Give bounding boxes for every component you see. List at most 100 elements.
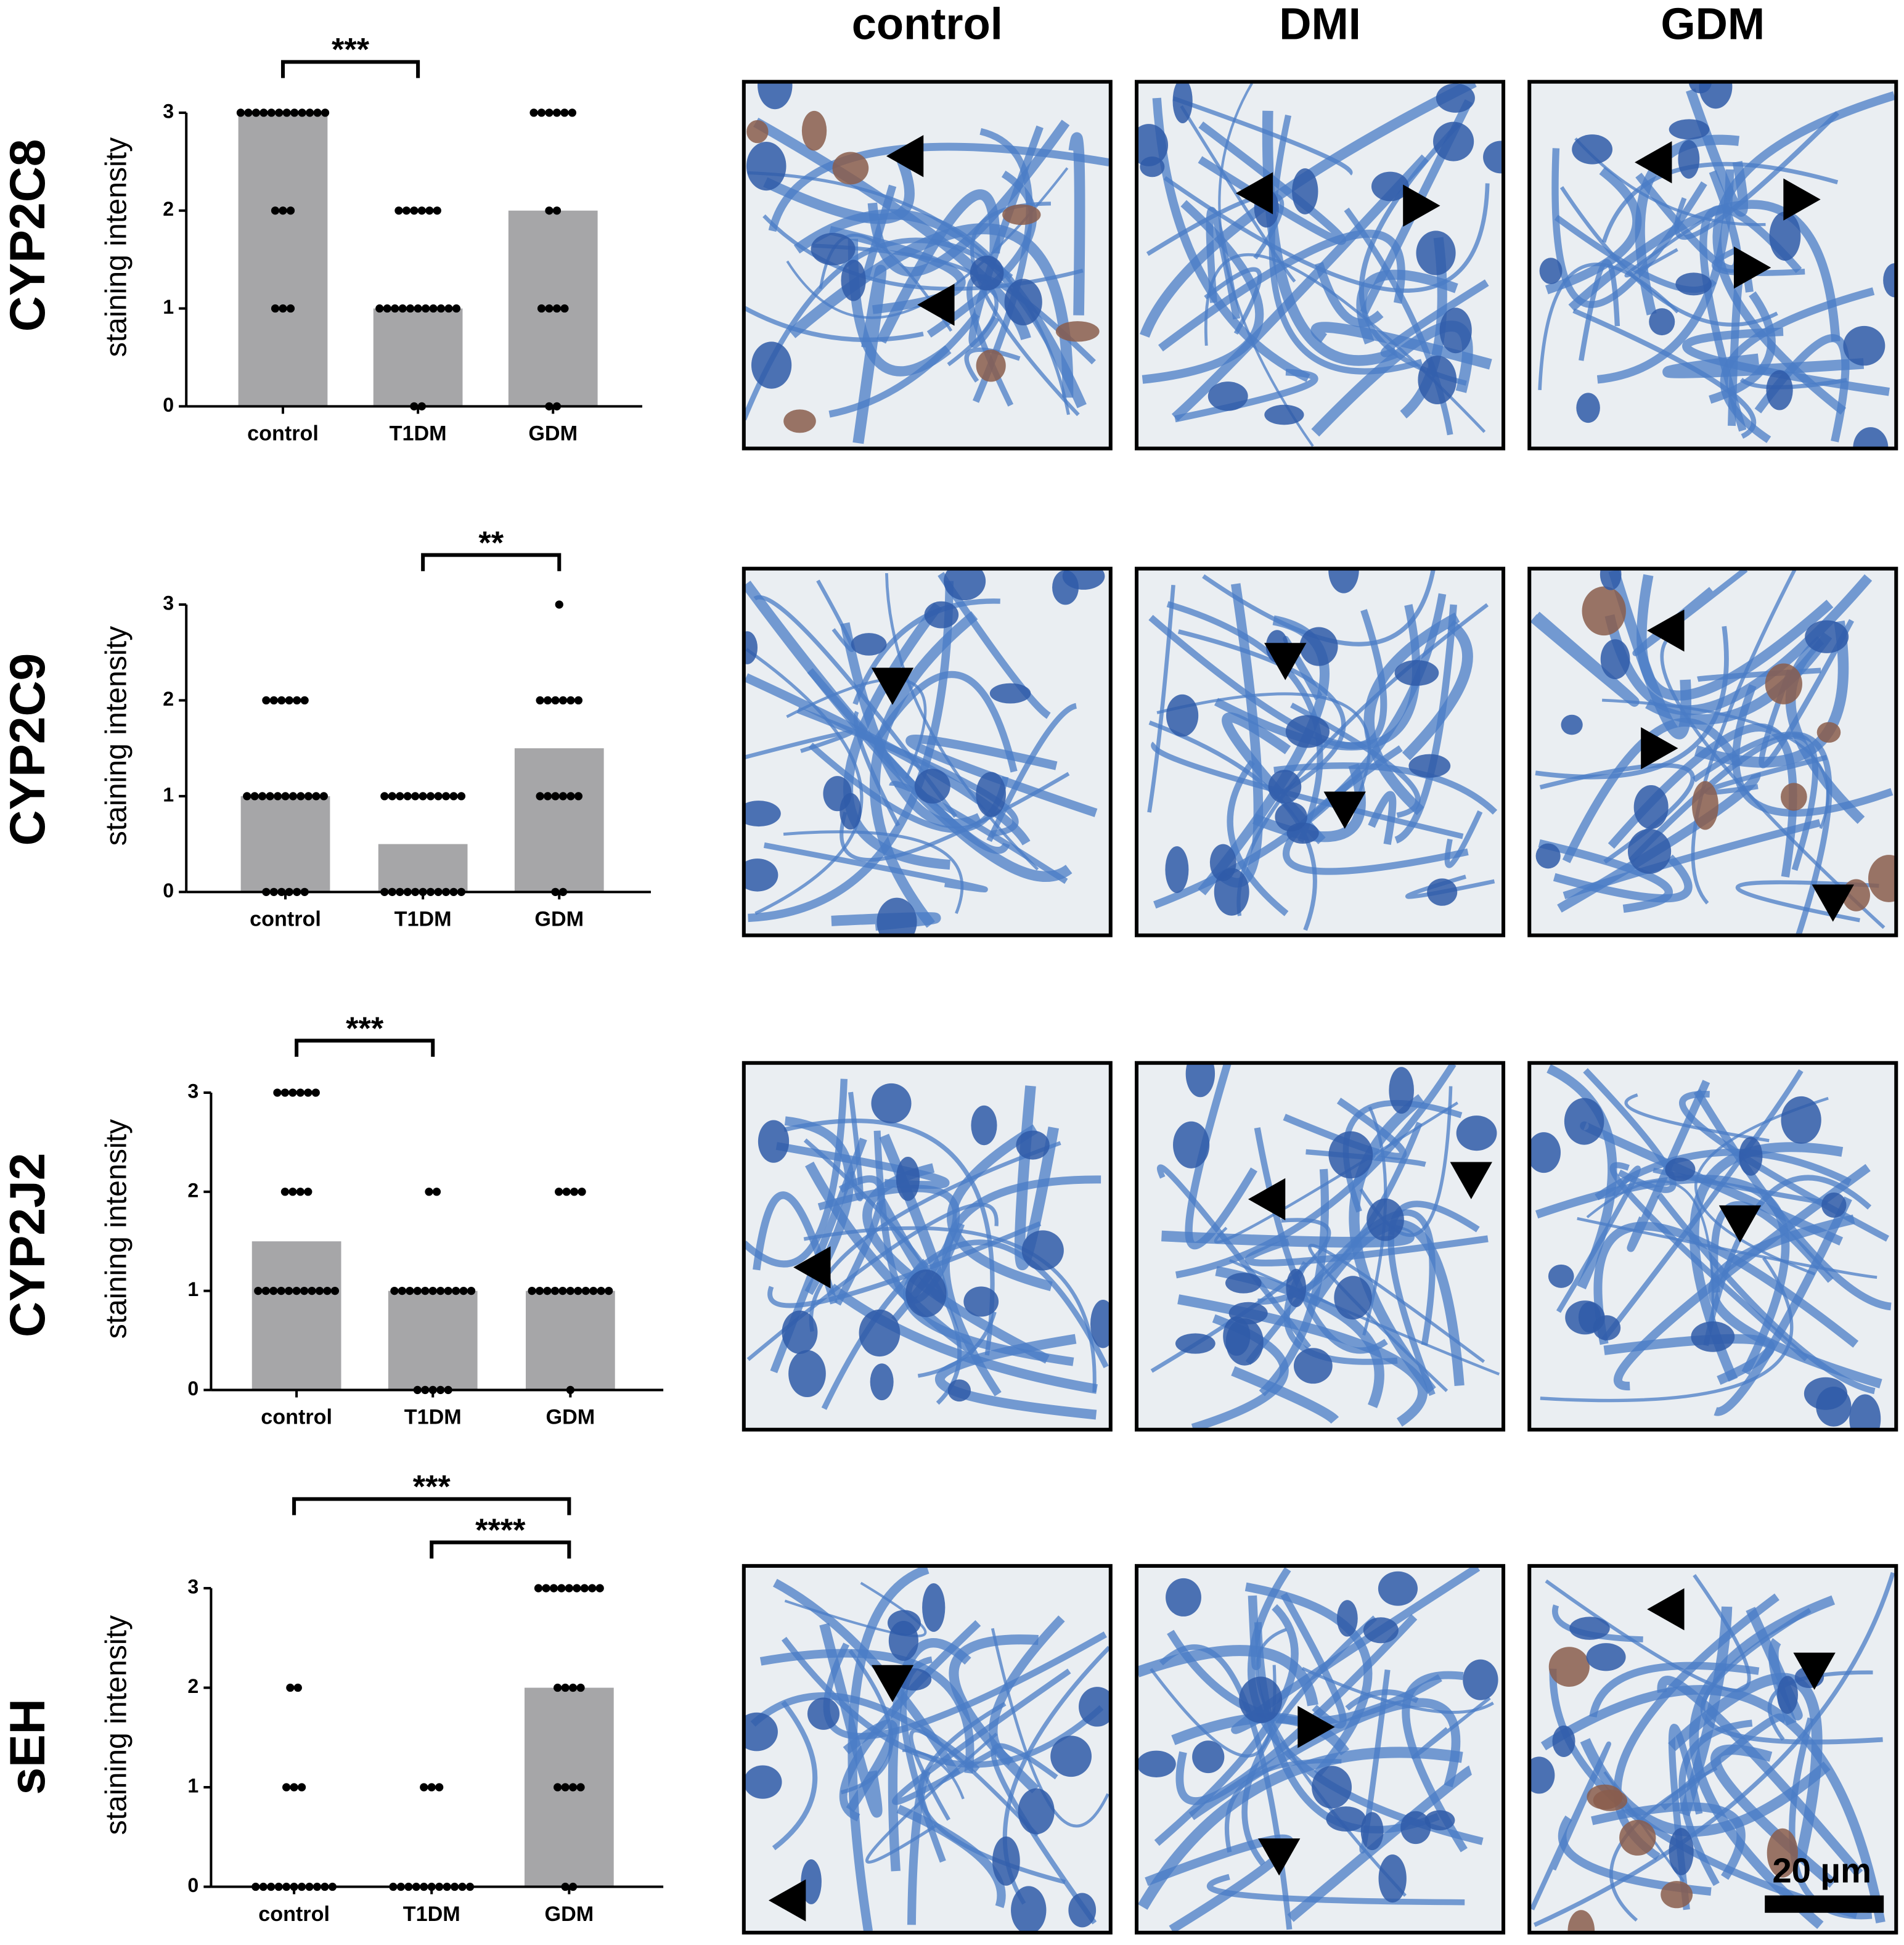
data-point — [391, 304, 399, 313]
nucleus — [1649, 308, 1675, 336]
data-point — [304, 792, 313, 801]
data-point — [568, 1683, 578, 1692]
nucleus — [1293, 1348, 1333, 1384]
strand — [1540, 1257, 1794, 1403]
data-point — [560, 108, 569, 117]
y-tick-label: 0 — [187, 1874, 198, 1896]
nucleus — [1416, 230, 1456, 275]
nucleus — [1068, 1893, 1097, 1928]
tissue — [1137, 568, 1504, 936]
strand — [852, 598, 1000, 706]
strand — [896, 1804, 1006, 1909]
data-point — [537, 108, 546, 117]
data-point — [555, 600, 563, 609]
x-tick-label: T1DM — [394, 908, 452, 931]
nucleus — [1805, 620, 1849, 653]
data-point — [388, 792, 396, 801]
nucleus — [1456, 1115, 1497, 1151]
strand — [1689, 1142, 1844, 1382]
strand — [1360, 99, 1473, 315]
data-point — [388, 887, 396, 896]
nucleus — [1079, 1687, 1111, 1727]
data-point — [290, 1783, 298, 1792]
data-point — [280, 1088, 290, 1097]
arrowhead — [871, 1665, 914, 1703]
nucleus — [870, 1363, 894, 1401]
data-point — [281, 792, 290, 801]
strand — [743, 306, 924, 343]
data-point — [432, 1188, 441, 1196]
nucleus — [832, 152, 869, 185]
nucleus — [1328, 1131, 1373, 1179]
data-point — [380, 887, 389, 896]
data-point — [560, 304, 569, 313]
data-point — [420, 1882, 428, 1891]
y-axis-label: staining intensity — [99, 1119, 133, 1339]
arrowhead — [1647, 1588, 1685, 1631]
data-point — [549, 1584, 558, 1592]
data-point — [434, 887, 443, 896]
data-point — [277, 1286, 285, 1295]
data-point — [420, 1783, 428, 1792]
nucleus — [1173, 1121, 1210, 1168]
nucleus — [1367, 1198, 1404, 1241]
data-point — [411, 792, 420, 801]
nucleus — [783, 409, 816, 433]
strand — [1244, 1235, 1489, 1266]
data-point — [279, 206, 287, 215]
data-point — [436, 1385, 445, 1395]
x-tick-label: control — [250, 908, 321, 931]
data-point — [312, 792, 321, 801]
strand — [828, 1283, 1098, 1394]
strand — [1368, 791, 1397, 846]
strand — [1349, 1094, 1436, 1394]
strand — [788, 223, 1074, 398]
arrowhead — [1718, 1205, 1762, 1243]
significance-label: ** — [478, 525, 504, 561]
strand — [1280, 1592, 1347, 1729]
nucleus — [1463, 1659, 1498, 1700]
nucleus — [1548, 1264, 1574, 1288]
nucleus — [1418, 355, 1457, 404]
data-point — [543, 792, 552, 801]
nucleus — [1326, 1806, 1366, 1832]
y-tick-label: 3 — [187, 1080, 198, 1102]
strand — [1603, 1334, 1775, 1385]
data-point — [293, 696, 301, 705]
chart-title: sEH — [0, 1698, 55, 1795]
strand — [1204, 267, 1262, 335]
data-point — [304, 1188, 313, 1196]
nucleus — [1436, 83, 1475, 113]
nucleus — [1264, 404, 1304, 425]
data-point — [282, 1882, 291, 1891]
nucleus — [851, 633, 887, 656]
y-tick-label: 3 — [163, 592, 174, 614]
micrograph — [1527, 80, 1898, 451]
strand — [767, 1221, 1042, 1308]
data-point — [426, 887, 435, 896]
nucleus — [1334, 1276, 1372, 1320]
nucleus — [1292, 168, 1318, 214]
nucleus — [1765, 663, 1802, 704]
nucleus — [1050, 1735, 1092, 1777]
data-point — [589, 1286, 598, 1295]
column-header: control — [852, 0, 1003, 49]
data-point — [457, 887, 466, 896]
nucleus — [1691, 1321, 1735, 1352]
strand — [1535, 1175, 1790, 1375]
strand — [1137, 1645, 1318, 1706]
strand — [1140, 81, 1477, 338]
data-point — [467, 1286, 476, 1295]
data-point — [534, 1584, 543, 1592]
data-point — [574, 696, 583, 705]
y-tick-label: 0 — [163, 879, 174, 902]
strand — [986, 703, 1077, 842]
data-point — [285, 1286, 293, 1295]
data-point — [573, 1584, 581, 1592]
nucleus — [1692, 781, 1718, 830]
nucleus — [1394, 659, 1439, 686]
x-tick-label: GDM — [546, 1406, 595, 1429]
nucleus — [1576, 393, 1600, 423]
nucleus — [758, 1120, 790, 1163]
